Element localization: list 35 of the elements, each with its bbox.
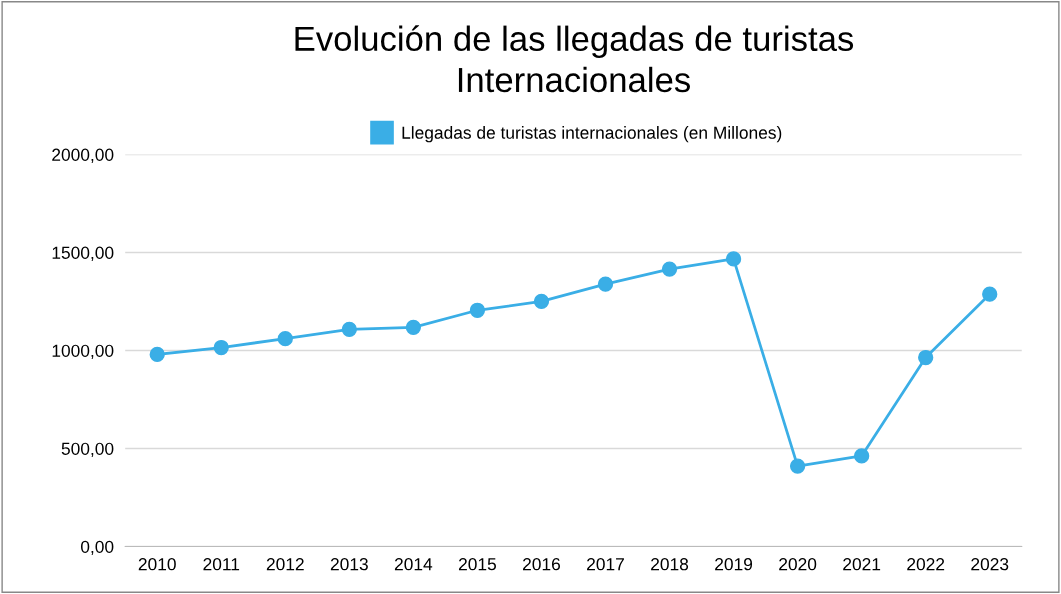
point (854, 448, 870, 464)
point (533, 293, 550, 310)
legend-label: Llegadas de turistas internacionales (en Millones) (402, 126, 782, 143)
x-tick-label: 2010 (138, 558, 176, 571)
x-tick-label: 2012 (266, 558, 304, 571)
x-tick-label: 2011 (203, 558, 240, 571)
point (469, 302, 486, 318)
point (277, 331, 293, 347)
y-tick-label: 1000,00 (52, 344, 114, 359)
y-tick-label: 1500,00 (52, 246, 114, 261)
point (149, 346, 165, 363)
point (405, 319, 422, 335)
point (789, 458, 806, 474)
x-tick-label: 2013 (330, 558, 368, 571)
x-tick-label: 2019 (715, 558, 753, 571)
point (661, 261, 678, 277)
point (982, 286, 998, 302)
x-tick-label: 2021 (843, 558, 881, 571)
point (918, 349, 934, 366)
x-tick-label: 2015 (458, 558, 496, 571)
y-tick-label: 0,00 (80, 540, 114, 555)
chart-title: Evolución de las llegadas de turistas Internacionales (295, 25, 854, 93)
x-tick-label: 2017 (587, 558, 624, 571)
point (597, 276, 614, 292)
point (341, 321, 357, 337)
x-tick-label: 2022 (907, 558, 945, 571)
x-tick-label: 2014 (394, 558, 433, 571)
point (725, 251, 742, 267)
x-tick-label: 2020 (779, 558, 817, 571)
y-tick-label: 500,00 (61, 442, 114, 457)
point (213, 339, 229, 356)
x-tick-label: 2018 (651, 558, 689, 571)
x-tick-label: 2023 (971, 558, 1009, 571)
y-tick-label: 2000,00 (52, 148, 114, 163)
x-tick-label: 2016 (523, 558, 560, 571)
